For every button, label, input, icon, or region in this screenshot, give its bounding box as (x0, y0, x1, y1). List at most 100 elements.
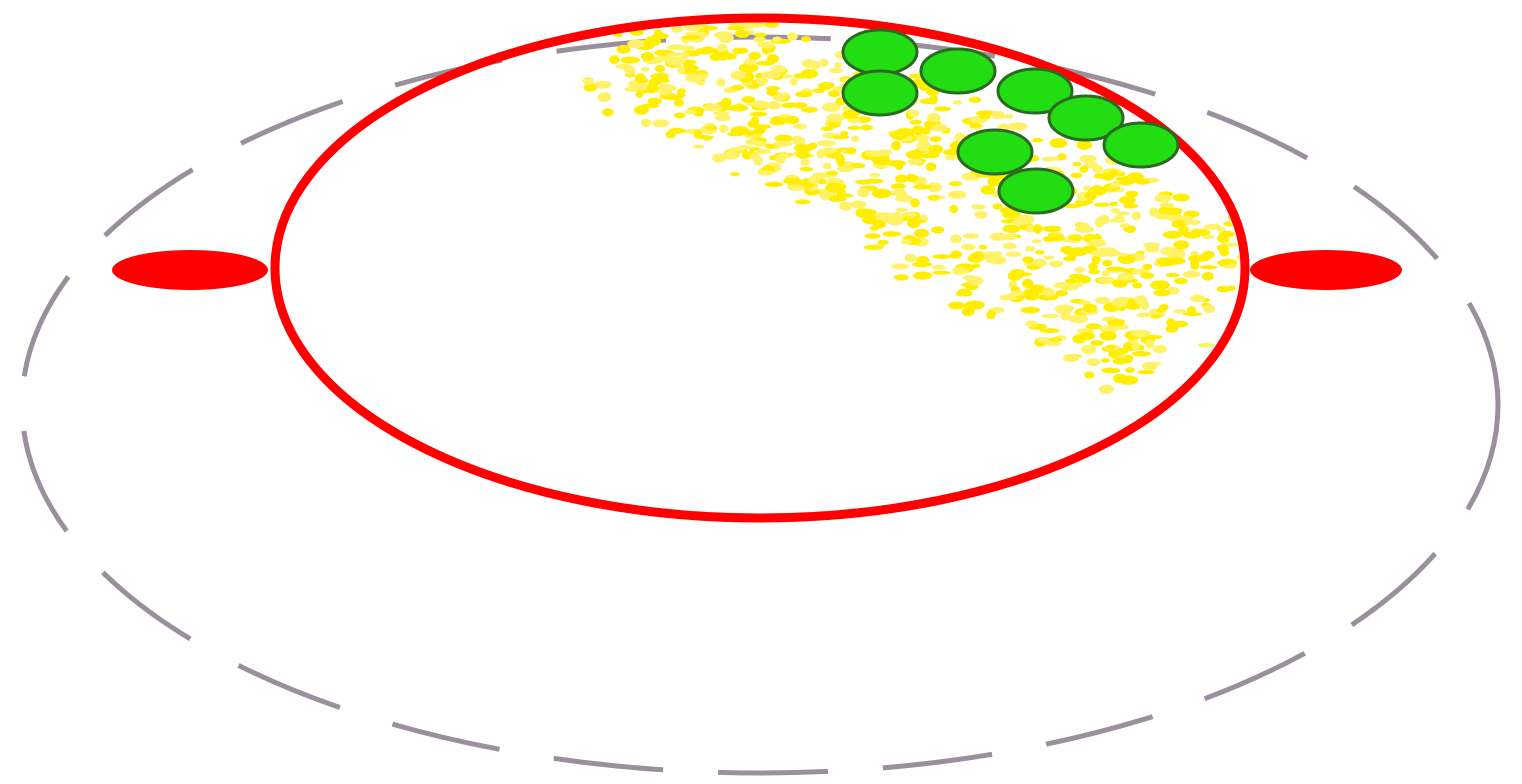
particle (850, 201, 866, 209)
particle (787, 32, 798, 40)
particle (1141, 300, 1149, 310)
particle (920, 128, 931, 135)
particle (616, 64, 632, 70)
particle (823, 163, 832, 170)
particle (1042, 157, 1057, 162)
particle (1163, 247, 1174, 253)
particle (900, 132, 911, 136)
particle (747, 120, 759, 128)
right-paddle (1250, 250, 1402, 290)
particle (1022, 279, 1033, 289)
ball (921, 49, 995, 93)
particle (668, 128, 685, 134)
particle (969, 97, 982, 103)
particle (719, 51, 732, 57)
particle (765, 182, 784, 187)
particle (1073, 162, 1082, 167)
ball (843, 30, 917, 74)
particle (949, 181, 962, 186)
particle (676, 6, 687, 14)
particle (1110, 202, 1118, 206)
particle (652, 33, 669, 39)
particle (1118, 253, 1129, 257)
particle (1060, 246, 1074, 253)
particle (993, 203, 1003, 209)
particle (1166, 273, 1180, 277)
particle (1163, 231, 1183, 239)
particle (641, 67, 650, 72)
particle (1049, 234, 1065, 242)
particle (1040, 328, 1060, 333)
particle (1043, 256, 1054, 260)
particle (1137, 370, 1155, 374)
particle (1131, 211, 1141, 220)
particle (927, 113, 941, 122)
particle (704, 104, 723, 112)
particle (1032, 239, 1042, 243)
particle (1148, 362, 1161, 366)
particle (1203, 305, 1215, 314)
particle (826, 113, 844, 122)
particle (910, 120, 923, 125)
particle (1101, 358, 1110, 363)
particle (754, 33, 767, 37)
particle (627, 40, 644, 48)
particle (1084, 371, 1094, 378)
particle (908, 110, 919, 118)
outer-track (22, 37, 1498, 773)
left-paddle (112, 250, 268, 290)
particle (583, 77, 594, 85)
particle (878, 240, 890, 245)
particle (602, 108, 614, 116)
particle (719, 124, 728, 133)
particle (842, 111, 859, 120)
particle (986, 310, 996, 319)
particle (1126, 228, 1134, 234)
particle (1102, 260, 1112, 267)
particle (895, 195, 913, 203)
particle (696, 4, 715, 11)
particle (624, 87, 637, 92)
particle (825, 183, 843, 193)
particle (754, 36, 765, 42)
particle (1153, 345, 1168, 353)
particle (1088, 263, 1098, 271)
particle (1074, 267, 1085, 273)
particle (1135, 179, 1150, 185)
particle (677, 66, 685, 75)
particle (641, 119, 652, 127)
particle (1118, 273, 1133, 277)
particle (1108, 350, 1119, 358)
particle (949, 253, 958, 258)
particle (732, 48, 743, 55)
particle (1178, 216, 1193, 221)
particle (649, 0, 666, 8)
particle (967, 276, 984, 285)
particle (1101, 173, 1115, 181)
particle (694, 129, 703, 138)
particle (1092, 165, 1103, 173)
particle (1107, 267, 1127, 271)
particle (749, 52, 761, 60)
particle (1021, 307, 1041, 314)
particle (653, 119, 670, 127)
particle (1066, 279, 1077, 283)
particle (764, 22, 779, 27)
particle (760, 170, 773, 175)
particle (1106, 345, 1115, 350)
particle (1033, 224, 1043, 234)
particle (635, 92, 643, 98)
particle (1008, 271, 1023, 281)
particle (750, 154, 760, 160)
particle (1042, 226, 1061, 232)
particle (800, 159, 810, 165)
particle (1011, 220, 1029, 225)
particle (1095, 218, 1104, 228)
particle (799, 167, 813, 172)
particle (860, 125, 873, 131)
particle (1173, 309, 1187, 313)
particle (1132, 282, 1142, 288)
particle (642, 104, 659, 109)
particle (1081, 345, 1096, 354)
particle (891, 141, 901, 151)
